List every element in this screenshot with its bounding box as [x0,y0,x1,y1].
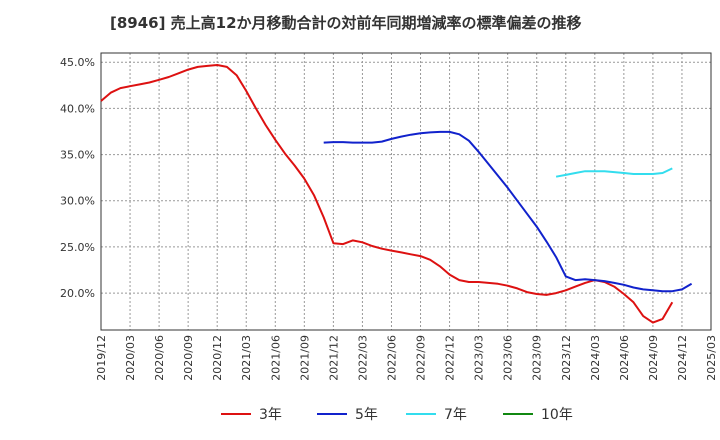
x-tick-label: 2024/12 [676,335,689,381]
x-tick-label: 2023/09 [531,335,544,381]
x-tick-label: 2021/03 [240,335,253,381]
x-tick-label: 2023/06 [502,335,515,381]
x-tick-label: 2022/12 [444,335,457,381]
y-tick-label: 20.0% [60,287,95,300]
x-tick-label: 2025/03 [705,335,718,381]
x-tick-label: 2020/06 [153,335,166,381]
y-tick-label: 45.0% [60,56,95,69]
plot-frame [100,52,712,331]
x-tick-label: 2021/06 [269,335,282,381]
y-tick-label: 35.0% [60,149,95,162]
legend-label: 10年 [541,407,573,423]
x-tick-label: 2021/12 [327,335,340,381]
series-layer [100,64,693,324]
x-tick-label: 2020/12 [211,335,224,381]
series-line-7年 [555,167,673,178]
legend-label: 3年 [259,407,282,423]
x-tick-label: 2020/09 [182,335,195,381]
legend-label: 7年 [444,407,467,423]
series-line-5年 [323,130,693,293]
axis-layer: 20.0% 25.0% 30.0% 35.0% 40.0% 45.0% 2019/12 202… [60,52,718,381]
legend-label: 5年 [355,407,378,423]
y-tick-label: 30.0% [60,195,95,208]
x-tick-label: 2022/09 [415,335,428,381]
x-tick-label: 2022/06 [385,335,398,381]
x-tick-label: 2024/09 [647,335,660,381]
x-tick-label: 2024/06 [618,335,631,381]
x-tick-label: 2020/03 [124,335,137,381]
series-line-3年 [100,64,674,324]
grid-layer [100,53,712,330]
x-tick-label: 2023/03 [473,335,486,381]
x-tick-label: 2024/03 [589,335,602,381]
legend: 3年 5年 7年 10年 [221,407,573,423]
x-tick-label: 2021/09 [298,335,311,381]
x-tick-label: 2023/12 [560,335,573,381]
x-tick-label: 2019/12 [95,335,108,381]
chart-title: [8946] 売上高12か月移動合計の対前年同期増減率の標準偏差の推移 [110,14,582,32]
y-tick-label: 40.0% [60,102,95,115]
x-tick-label: 2022/03 [356,335,369,381]
y-tick-label: 25.0% [60,241,95,254]
